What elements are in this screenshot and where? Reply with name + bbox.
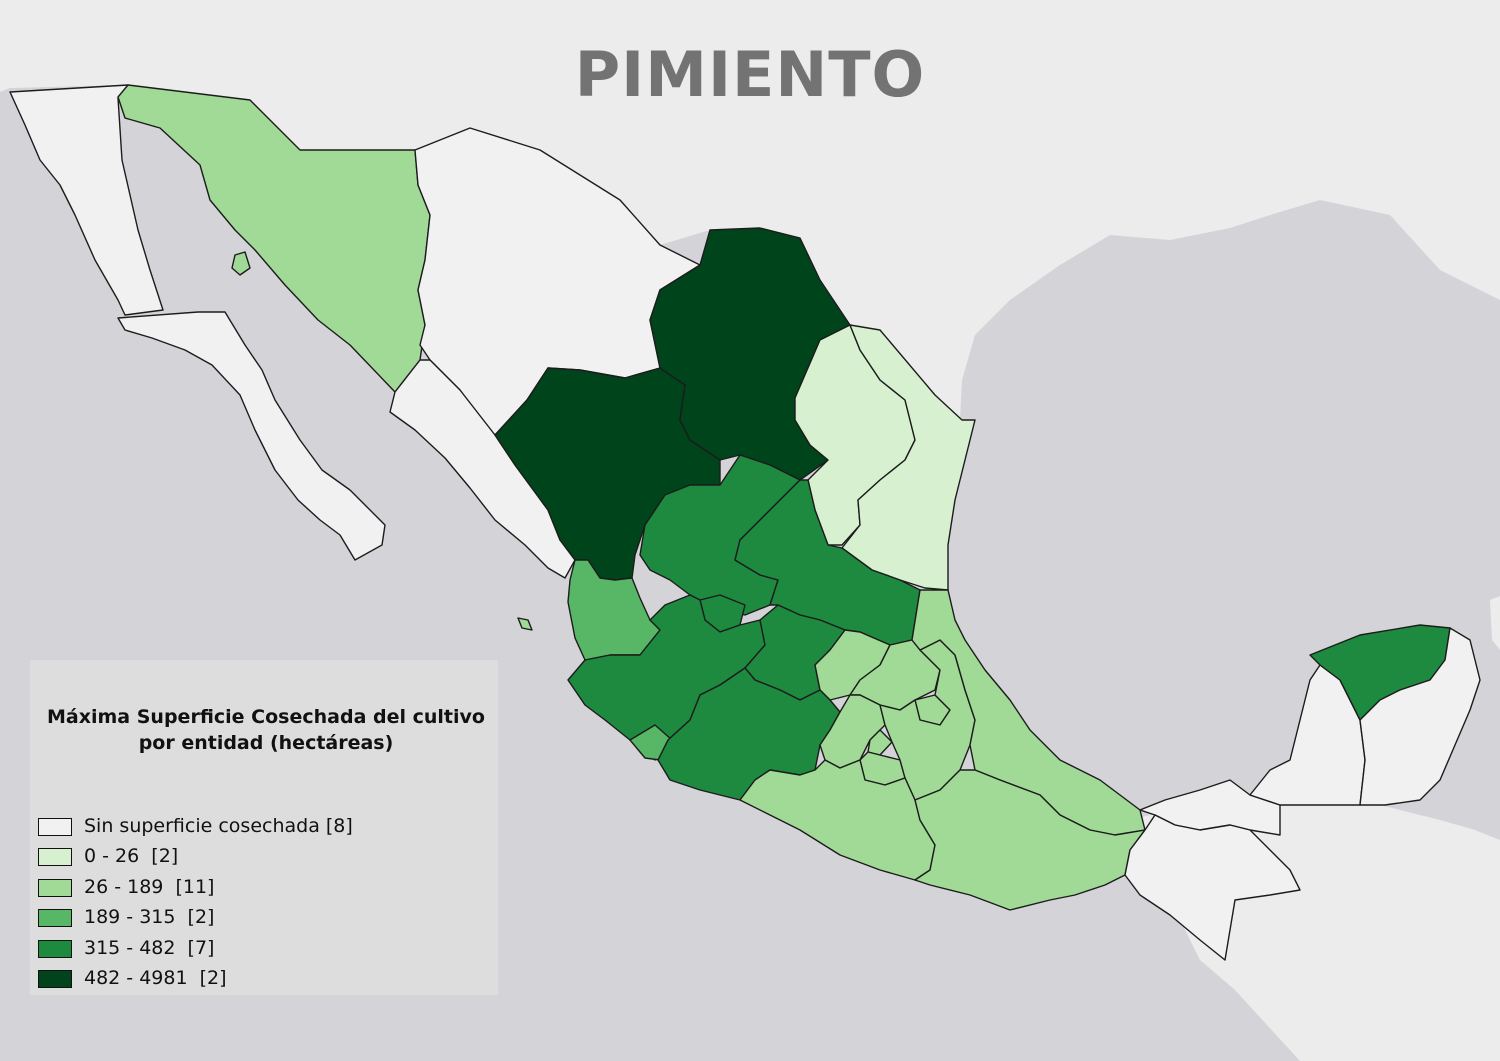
states-layer bbox=[9, 84, 1481, 961]
legend-label: 189 - 315 [2] bbox=[84, 906, 215, 929]
state-chiapas[interactable] bbox=[1124, 814, 1301, 961]
legend-swatch bbox=[38, 909, 72, 928]
legend-title-line-1: Máxima Superficie Cosechada del cultivo bbox=[47, 706, 485, 728]
legend-label: 0 - 26 [2] bbox=[84, 845, 179, 868]
legend-label: 315 - 482 [7] bbox=[84, 936, 215, 959]
legend-label: 26 - 189 [11] bbox=[84, 875, 215, 898]
legend-swatch bbox=[38, 969, 72, 988]
state-baja-california-sur[interactable] bbox=[117, 311, 386, 561]
legend: Máxima Superficie Cosechada del cultivo … bbox=[30, 660, 498, 995]
legend-label: 482 - 4981 [2] bbox=[84, 966, 227, 989]
legend-title: Máxima Superficie Cosechada del cultivo … bbox=[30, 704, 502, 756]
legend-label: Sin superficie cosechada [8] bbox=[84, 815, 353, 837]
state-quintana-roo[interactable] bbox=[1359, 627, 1481, 806]
island-tiburon bbox=[231, 251, 251, 276]
island-pacific bbox=[517, 617, 533, 631]
state-baja-california[interactable] bbox=[9, 84, 164, 316]
cuba-land bbox=[1490, 596, 1500, 650]
state-mexico[interactable] bbox=[819, 694, 886, 769]
state-cdmx[interactable] bbox=[867, 729, 893, 756]
legend-swatch bbox=[38, 848, 72, 867]
legend-swatch bbox=[38, 818, 72, 836]
map-title: PIMIENTO bbox=[574, 38, 926, 111]
state-sinaloa[interactable] bbox=[389, 359, 576, 579]
usa-land bbox=[0, 0, 1500, 420]
state-guerrero[interactable] bbox=[739, 759, 936, 881]
legend-swatch bbox=[38, 878, 72, 897]
legend-swatch bbox=[38, 939, 72, 958]
legend-title-line-2: por entidad (hectáreas) bbox=[138, 732, 394, 754]
